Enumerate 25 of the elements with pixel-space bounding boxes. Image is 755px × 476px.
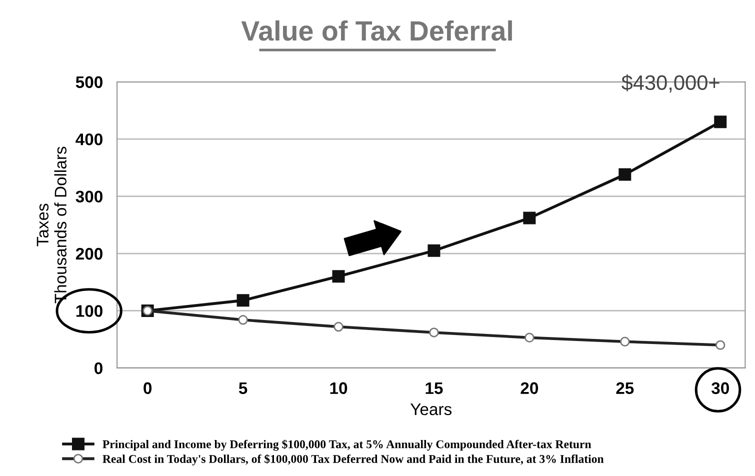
x-tick-label: 15	[426, 382, 443, 394]
x-tick-label: 30	[711, 382, 729, 394]
y-tick-label: 0	[94, 362, 102, 374]
point	[523, 212, 536, 224]
point	[714, 116, 727, 128]
x-axis-title: Years	[410, 404, 452, 416]
y-tick-label: 200	[76, 248, 102, 260]
y-tick-label: 400	[76, 133, 102, 146]
y-tick-label: 300	[76, 190, 102, 203]
x-tick-label: 0	[144, 382, 152, 394]
chart-title: Value of Tax Deferral	[241, 20, 512, 41]
y-axis-title: Taxes Thousands of Dollars	[36, 146, 66, 304]
x-tick-label: 10	[330, 382, 348, 394]
point	[618, 168, 632, 181]
y-tick-label: 500	[76, 76, 102, 88]
x-tick-label: 25	[616, 382, 634, 394]
point	[332, 270, 345, 283]
point	[236, 294, 250, 307]
x-tick-label: 5	[238, 382, 248, 394]
legend-label: Principal and Income by Deferring $100,000 Tax, at 5% Annually Compounded After-tax Return	[102, 440, 592, 451]
x-tick-label: 20	[520, 382, 538, 394]
legend-label: Real Cost in Today's Dollars, of $100,000 Tax Deferred Now and Paid in the Future, at 3% Inflation	[102, 454, 604, 466]
point	[428, 244, 440, 257]
y-tick-label: 100	[76, 305, 102, 317]
annotation: $430,000+	[622, 74, 720, 92]
